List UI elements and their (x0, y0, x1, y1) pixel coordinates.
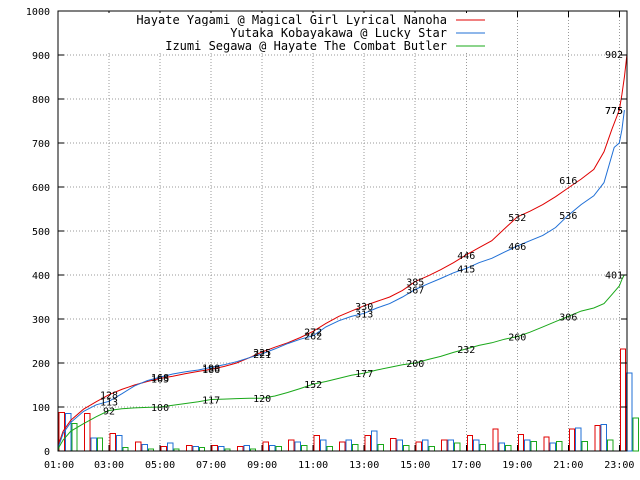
data-label-0: 775 (605, 106, 623, 117)
series-line-1 (57, 109, 625, 452)
x-tick-label: 09:00 (247, 460, 277, 471)
data-label-0: 532 (508, 213, 526, 224)
data-label-1: 168 (151, 373, 169, 384)
y-tick-label: 1000 (26, 7, 50, 18)
data-label-2: 100 (151, 403, 169, 414)
x-tick-label: 15:00 (400, 460, 430, 471)
series-line-2 (57, 274, 625, 452)
data-label-0: 186 (202, 365, 220, 376)
axes: 0 100 200 300 400 500 600 700 800 900 1000 01:00 03:… (26, 7, 634, 471)
legend-label-0: Hayate Yagami @ Magical Girl Lyrical Nan… (136, 13, 447, 27)
data-label-0: 128 (100, 391, 118, 402)
data-label-1: 313 (355, 309, 373, 320)
y-tick-label: 700 (32, 139, 50, 150)
data-label-0: 902 (605, 50, 623, 61)
y-tick-label: 800 (32, 95, 50, 106)
y-tick-label: 100 (32, 403, 50, 414)
y-tick-label: 200 (32, 359, 50, 370)
x-tick-label: 17:00 (451, 460, 481, 471)
data-label-2: 117 (202, 396, 220, 407)
data-labels: 128 165 186 225 272 330 385 446 532 616 775 902 113 1… (100, 50, 623, 417)
data-label-1: 367 (406, 286, 424, 297)
data-label-2: 401 (605, 271, 623, 282)
series-lines (57, 54, 628, 452)
data-label-0: 330 (355, 302, 373, 313)
legend-label-1: Yutaka Kobayakawa @ Lucky Star (230, 26, 447, 40)
data-label-1: 113 (100, 397, 118, 408)
y-tick-label: 900 (32, 51, 50, 62)
plot-border (57, 10, 628, 452)
data-label-1: 466 (508, 242, 526, 253)
data-label-2: 177 (355, 369, 373, 380)
x-tick-label: 11:00 (298, 460, 328, 471)
legend-label-2: Izumi Segawa @ Hayate The Combat Butler (165, 39, 447, 53)
x-tick-label: 13:00 (349, 460, 379, 471)
data-label-2: 120 (253, 394, 271, 405)
x-tick-label: 05:00 (145, 460, 175, 471)
x-tick-label: 23:00 (604, 460, 634, 471)
x-tick-label: 21:00 (553, 460, 583, 471)
data-label-2: 92 (103, 407, 115, 418)
data-label-0: 616 (559, 176, 577, 187)
data-label-2: 200 (406, 359, 424, 370)
hourly-bar-2 (632, 417, 639, 452)
y-tick-label: 400 (32, 271, 50, 282)
legend-backdrop (62, 39, 512, 52)
data-label-0: 385 (406, 278, 424, 289)
data-label-0: 446 (457, 251, 475, 262)
data-label-1: 190 (202, 363, 220, 374)
data-label-0: 272 (304, 327, 322, 338)
data-label-1: 262 (304, 332, 322, 343)
x-tick-label: 01:00 (44, 460, 74, 471)
data-label-0: 225 (253, 348, 271, 359)
data-label-1: 221 (253, 350, 271, 361)
x-tick-label: 03:00 (94, 460, 124, 471)
legend: Hayate Yagami @ Magical Girl Lyrical Nan… (62, 13, 512, 53)
legend-backdrop (62, 13, 512, 26)
data-label-2: 260 (508, 333, 526, 344)
data-label-2: 152 (304, 380, 322, 391)
data-label-1: 775 (605, 106, 623, 117)
x-tick-label: 07:00 (196, 460, 226, 471)
data-label-0: 165 (151, 374, 169, 385)
grid (58, 11, 627, 451)
data-label-2: 232 (457, 345, 475, 356)
y-tick-label: 0 (44, 447, 50, 458)
data-label-1: 536 (559, 211, 577, 222)
data-label-1: 415 (457, 264, 475, 275)
y-tick-label: 600 (32, 183, 50, 194)
y-tick-label: 500 (32, 227, 50, 238)
y-tick-label: 300 (32, 315, 50, 326)
legend-backdrop (62, 26, 512, 39)
x-tick-label: 19:00 (502, 460, 532, 471)
data-label-2: 306 (559, 312, 577, 323)
